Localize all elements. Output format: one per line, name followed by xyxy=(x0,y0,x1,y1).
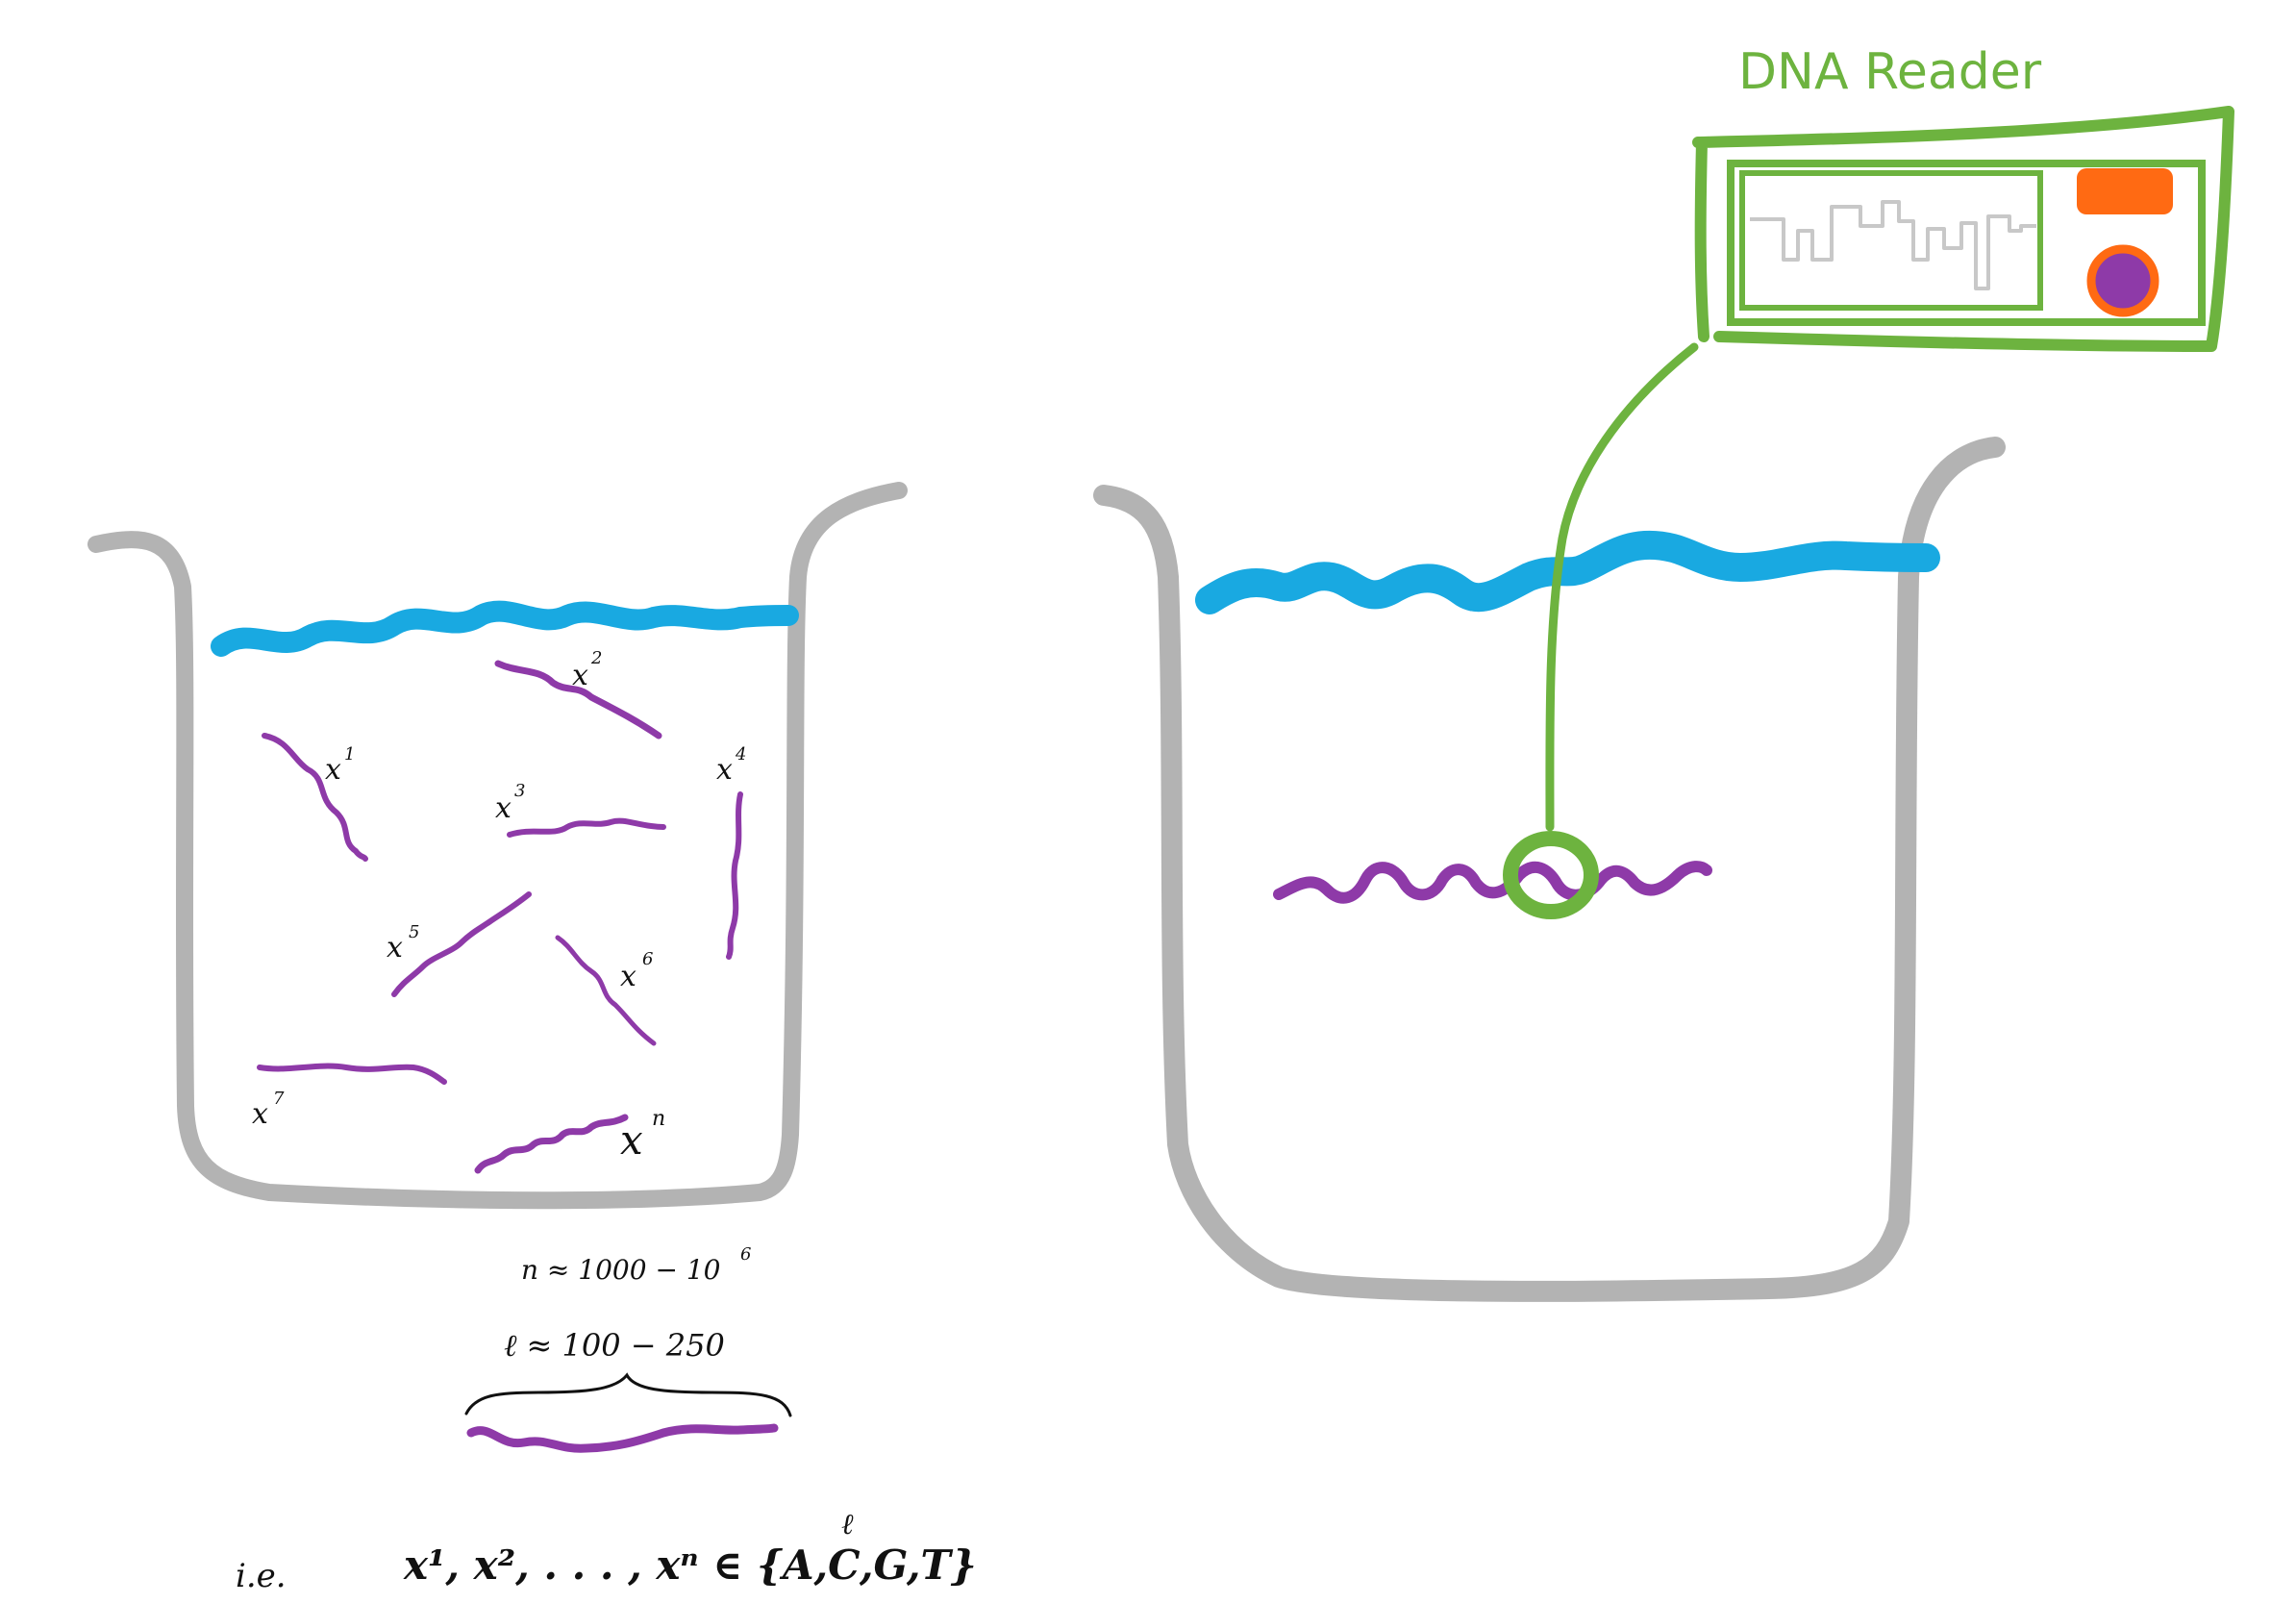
label-xn: x xyxy=(620,1116,643,1164)
dna-strand-being-read xyxy=(1273,861,1712,904)
dna-reader: DNA Reader xyxy=(1503,43,2234,919)
label-x3-sup: 3 xyxy=(514,781,525,801)
dna-strand-x7 xyxy=(257,1063,447,1085)
dna-strand-x2 xyxy=(494,660,662,739)
right-beaker-outline xyxy=(1093,437,2006,1302)
right-beaker xyxy=(1093,437,2006,1302)
param-l-text: ℓ ≈ 100 − 250 xyxy=(504,1327,725,1364)
formula-ie: i.e. xyxy=(236,1557,287,1595)
label-x2-sup: 2 xyxy=(590,648,602,668)
dna-strand-xn xyxy=(474,1114,629,1174)
example-dna-strand xyxy=(466,1423,779,1453)
label-x4-sup: 4 xyxy=(735,744,746,764)
reader-signal-waveform xyxy=(1750,200,2036,290)
left-beaker xyxy=(87,482,908,1210)
formula-exponent: ℓ xyxy=(841,1508,854,1541)
strand-labels: x 1 x 2 x 3 x 4 x 5 x 6 x 7 x n xyxy=(252,648,746,1164)
label-x1: x xyxy=(325,753,341,787)
dna-strand-x4 xyxy=(726,791,743,960)
label-x1-sup: 1 xyxy=(344,744,355,764)
label-x2: x xyxy=(572,659,588,692)
dna-strand-x1 xyxy=(262,733,368,862)
dna-strand-x5 xyxy=(391,891,532,997)
formula: i.e. x¹, x², . . . , xⁿ ∈ {A,C,G,T} ℓ xyxy=(236,1508,977,1595)
dna-strand-x3 xyxy=(507,817,666,838)
reader-device-inner-frame xyxy=(1727,160,2206,326)
label-x3: x xyxy=(495,791,512,825)
label-x7-sup: 7 xyxy=(273,1089,285,1109)
left-water-surface xyxy=(211,600,799,657)
label-x6-sup: 6 xyxy=(642,949,653,969)
label-x6: x xyxy=(620,960,636,993)
reader-purple-button[interactable] xyxy=(2086,244,2159,317)
label-x7: x xyxy=(252,1097,268,1131)
reader-display xyxy=(1739,170,2043,311)
label-x5: x xyxy=(387,931,403,965)
curly-brace xyxy=(464,1372,792,1417)
label-x4: x xyxy=(716,753,733,787)
param-n-text: n ≈ 1000 − 10 xyxy=(521,1254,720,1286)
dna-strands-left xyxy=(257,660,743,1174)
label-xn-sup: n xyxy=(652,1107,665,1131)
reader-device-outer-frame xyxy=(1692,106,2234,352)
param-n-exponent: 6 xyxy=(740,1244,751,1265)
label-x5-sup: 5 xyxy=(409,922,419,942)
reader-title: DNA Reader xyxy=(1738,43,2042,101)
reader-probe-ring xyxy=(1503,831,1599,919)
reader-orange-button[interactable] xyxy=(2077,168,2173,214)
parameter-annotations: n ≈ 1000 − 10 6 ℓ ≈ 100 − 250 xyxy=(464,1244,792,1453)
right-water-surface xyxy=(1195,530,1940,614)
formula-main: x¹, x², . . . , xⁿ ∈ {A,C,G,T} xyxy=(403,1541,977,1589)
reader-cable xyxy=(1545,342,1699,832)
dna-strand-x6 xyxy=(555,935,657,1046)
left-beaker-outline xyxy=(87,482,908,1210)
